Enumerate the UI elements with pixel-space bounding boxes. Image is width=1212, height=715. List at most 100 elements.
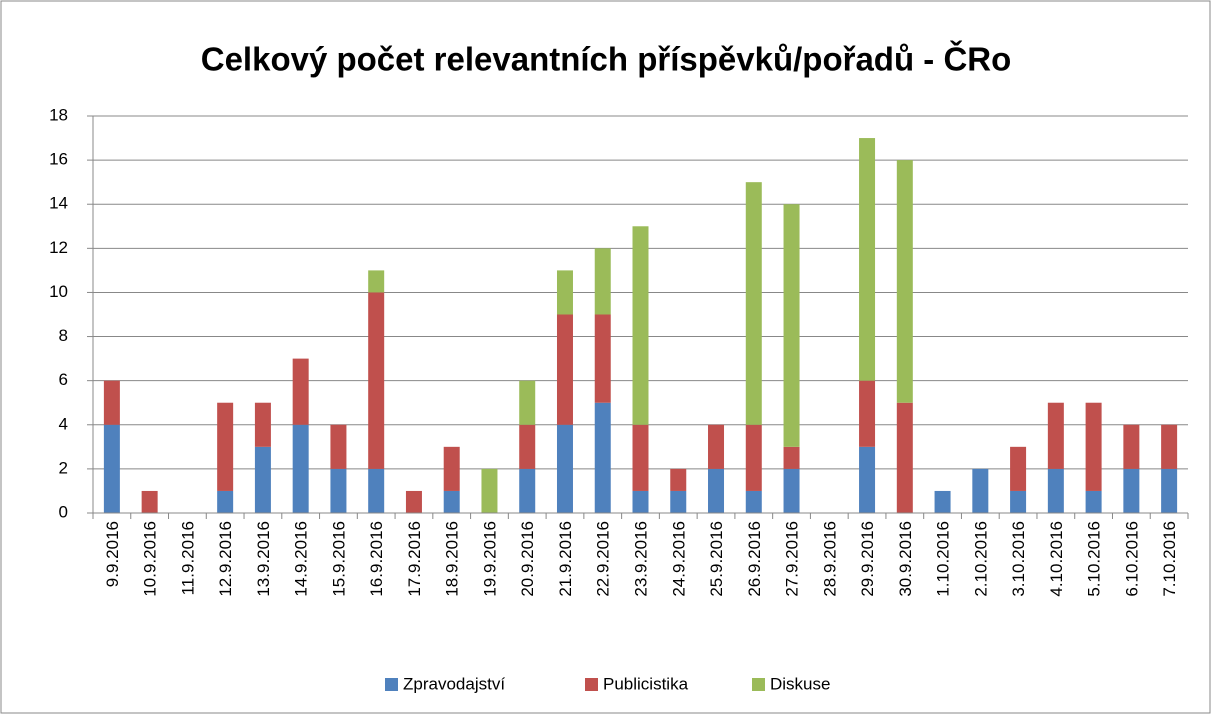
x-tick-label: 19.9.2016 xyxy=(480,521,499,597)
y-tick-label: 10 xyxy=(49,282,68,301)
x-tick-label: 5.10.2016 xyxy=(1085,521,1104,597)
legend-label: Publicistika xyxy=(603,674,689,693)
legend-swatch xyxy=(385,678,398,691)
y-tick-label: 12 xyxy=(49,238,68,257)
bar xyxy=(1085,402,1102,491)
bar xyxy=(859,380,876,447)
x-tick-label: 1.10.2016 xyxy=(934,521,953,597)
x-tick-label: 25.9.2016 xyxy=(707,521,726,597)
bar xyxy=(254,402,271,447)
bar xyxy=(859,138,876,381)
bar xyxy=(217,490,234,513)
bar xyxy=(330,424,347,469)
bar xyxy=(368,468,385,513)
bar xyxy=(594,402,611,513)
y-tick-label: 16 xyxy=(49,150,68,169)
bar xyxy=(103,380,120,425)
bar xyxy=(745,490,762,513)
bar xyxy=(556,270,573,315)
bar xyxy=(1010,490,1027,513)
bar xyxy=(708,424,725,469)
x-tick-label: 9.9.2016 xyxy=(103,521,122,587)
bar xyxy=(745,424,762,491)
legend-swatch xyxy=(585,678,598,691)
bar xyxy=(1123,424,1140,469)
x-tick-label: 30.9.2016 xyxy=(896,521,915,597)
x-tick-label: 7.10.2016 xyxy=(1160,521,1179,597)
x-tick-label: 4.10.2016 xyxy=(1047,521,1066,597)
bar xyxy=(217,402,234,491)
bar xyxy=(519,468,536,513)
bar xyxy=(934,490,951,513)
bar xyxy=(632,424,649,491)
bar xyxy=(1123,468,1140,513)
x-tick-label: 18.9.2016 xyxy=(443,521,462,597)
x-tick-label: 26.9.2016 xyxy=(745,521,764,597)
legend-label: Diskuse xyxy=(770,674,830,693)
x-tick-label: 2.10.2016 xyxy=(971,521,990,597)
bar xyxy=(443,490,460,513)
bar xyxy=(708,468,725,513)
bar xyxy=(519,424,536,469)
bar xyxy=(519,380,536,425)
x-tick-label: 16.9.2016 xyxy=(367,521,386,597)
bar xyxy=(368,292,385,469)
bar xyxy=(745,182,762,425)
x-tick-label: 6.10.2016 xyxy=(1122,521,1141,597)
bar xyxy=(783,468,800,513)
x-tick-label: 17.9.2016 xyxy=(405,521,424,597)
x-tick-label: 27.9.2016 xyxy=(783,521,802,597)
bar xyxy=(254,446,271,513)
y-tick-label: 8 xyxy=(59,326,68,345)
x-tick-label: 29.9.2016 xyxy=(858,521,877,597)
y-tick-label: 14 xyxy=(49,194,68,213)
bar xyxy=(594,248,611,315)
bar xyxy=(1047,402,1064,469)
y-tick-label: 18 xyxy=(49,105,68,124)
bar xyxy=(481,468,498,513)
legend-label: Zpravodajství xyxy=(403,674,505,693)
x-tick-label: 11.9.2016 xyxy=(178,521,197,595)
y-tick-label: 0 xyxy=(59,502,68,521)
bar xyxy=(1161,468,1178,513)
bar xyxy=(1047,468,1064,513)
bar xyxy=(556,424,573,513)
bar xyxy=(632,226,649,425)
bar xyxy=(594,314,611,403)
x-tick-label: 20.9.2016 xyxy=(518,521,537,597)
bar xyxy=(972,468,989,513)
bar xyxy=(1085,490,1102,513)
x-tick-label: 22.9.2016 xyxy=(594,521,613,597)
bar xyxy=(330,468,347,513)
x-tick-label: 12.9.2016 xyxy=(216,521,235,597)
bar xyxy=(670,468,687,491)
bar xyxy=(632,490,649,513)
bar xyxy=(556,314,573,425)
y-tick-label: 4 xyxy=(59,414,68,433)
bar xyxy=(292,358,309,425)
bar xyxy=(783,446,800,469)
legend-swatch xyxy=(752,678,765,691)
bar xyxy=(292,424,309,513)
bar xyxy=(368,270,385,293)
x-tick-label: 3.10.2016 xyxy=(1009,521,1028,597)
bar xyxy=(443,446,460,491)
bar xyxy=(1010,446,1027,491)
bar xyxy=(1161,424,1178,469)
x-tick-label: 14.9.2016 xyxy=(292,521,311,597)
chart-title: Celkový počet relevantních příspěvků/poř… xyxy=(201,40,1012,78)
bar xyxy=(896,160,913,403)
x-tick-label: 10.9.2016 xyxy=(141,521,160,597)
bar xyxy=(896,402,913,513)
bar xyxy=(859,446,876,513)
bar xyxy=(141,490,158,513)
y-tick-label: 6 xyxy=(59,370,68,389)
bar xyxy=(670,490,687,513)
x-tick-label: 24.9.2016 xyxy=(669,521,688,597)
x-tick-label: 13.9.2016 xyxy=(254,521,273,597)
x-tick-label: 15.9.2016 xyxy=(329,521,348,597)
bar xyxy=(405,490,422,513)
y-tick-label: 2 xyxy=(59,458,68,477)
x-tick-label: 21.9.2016 xyxy=(556,521,575,597)
